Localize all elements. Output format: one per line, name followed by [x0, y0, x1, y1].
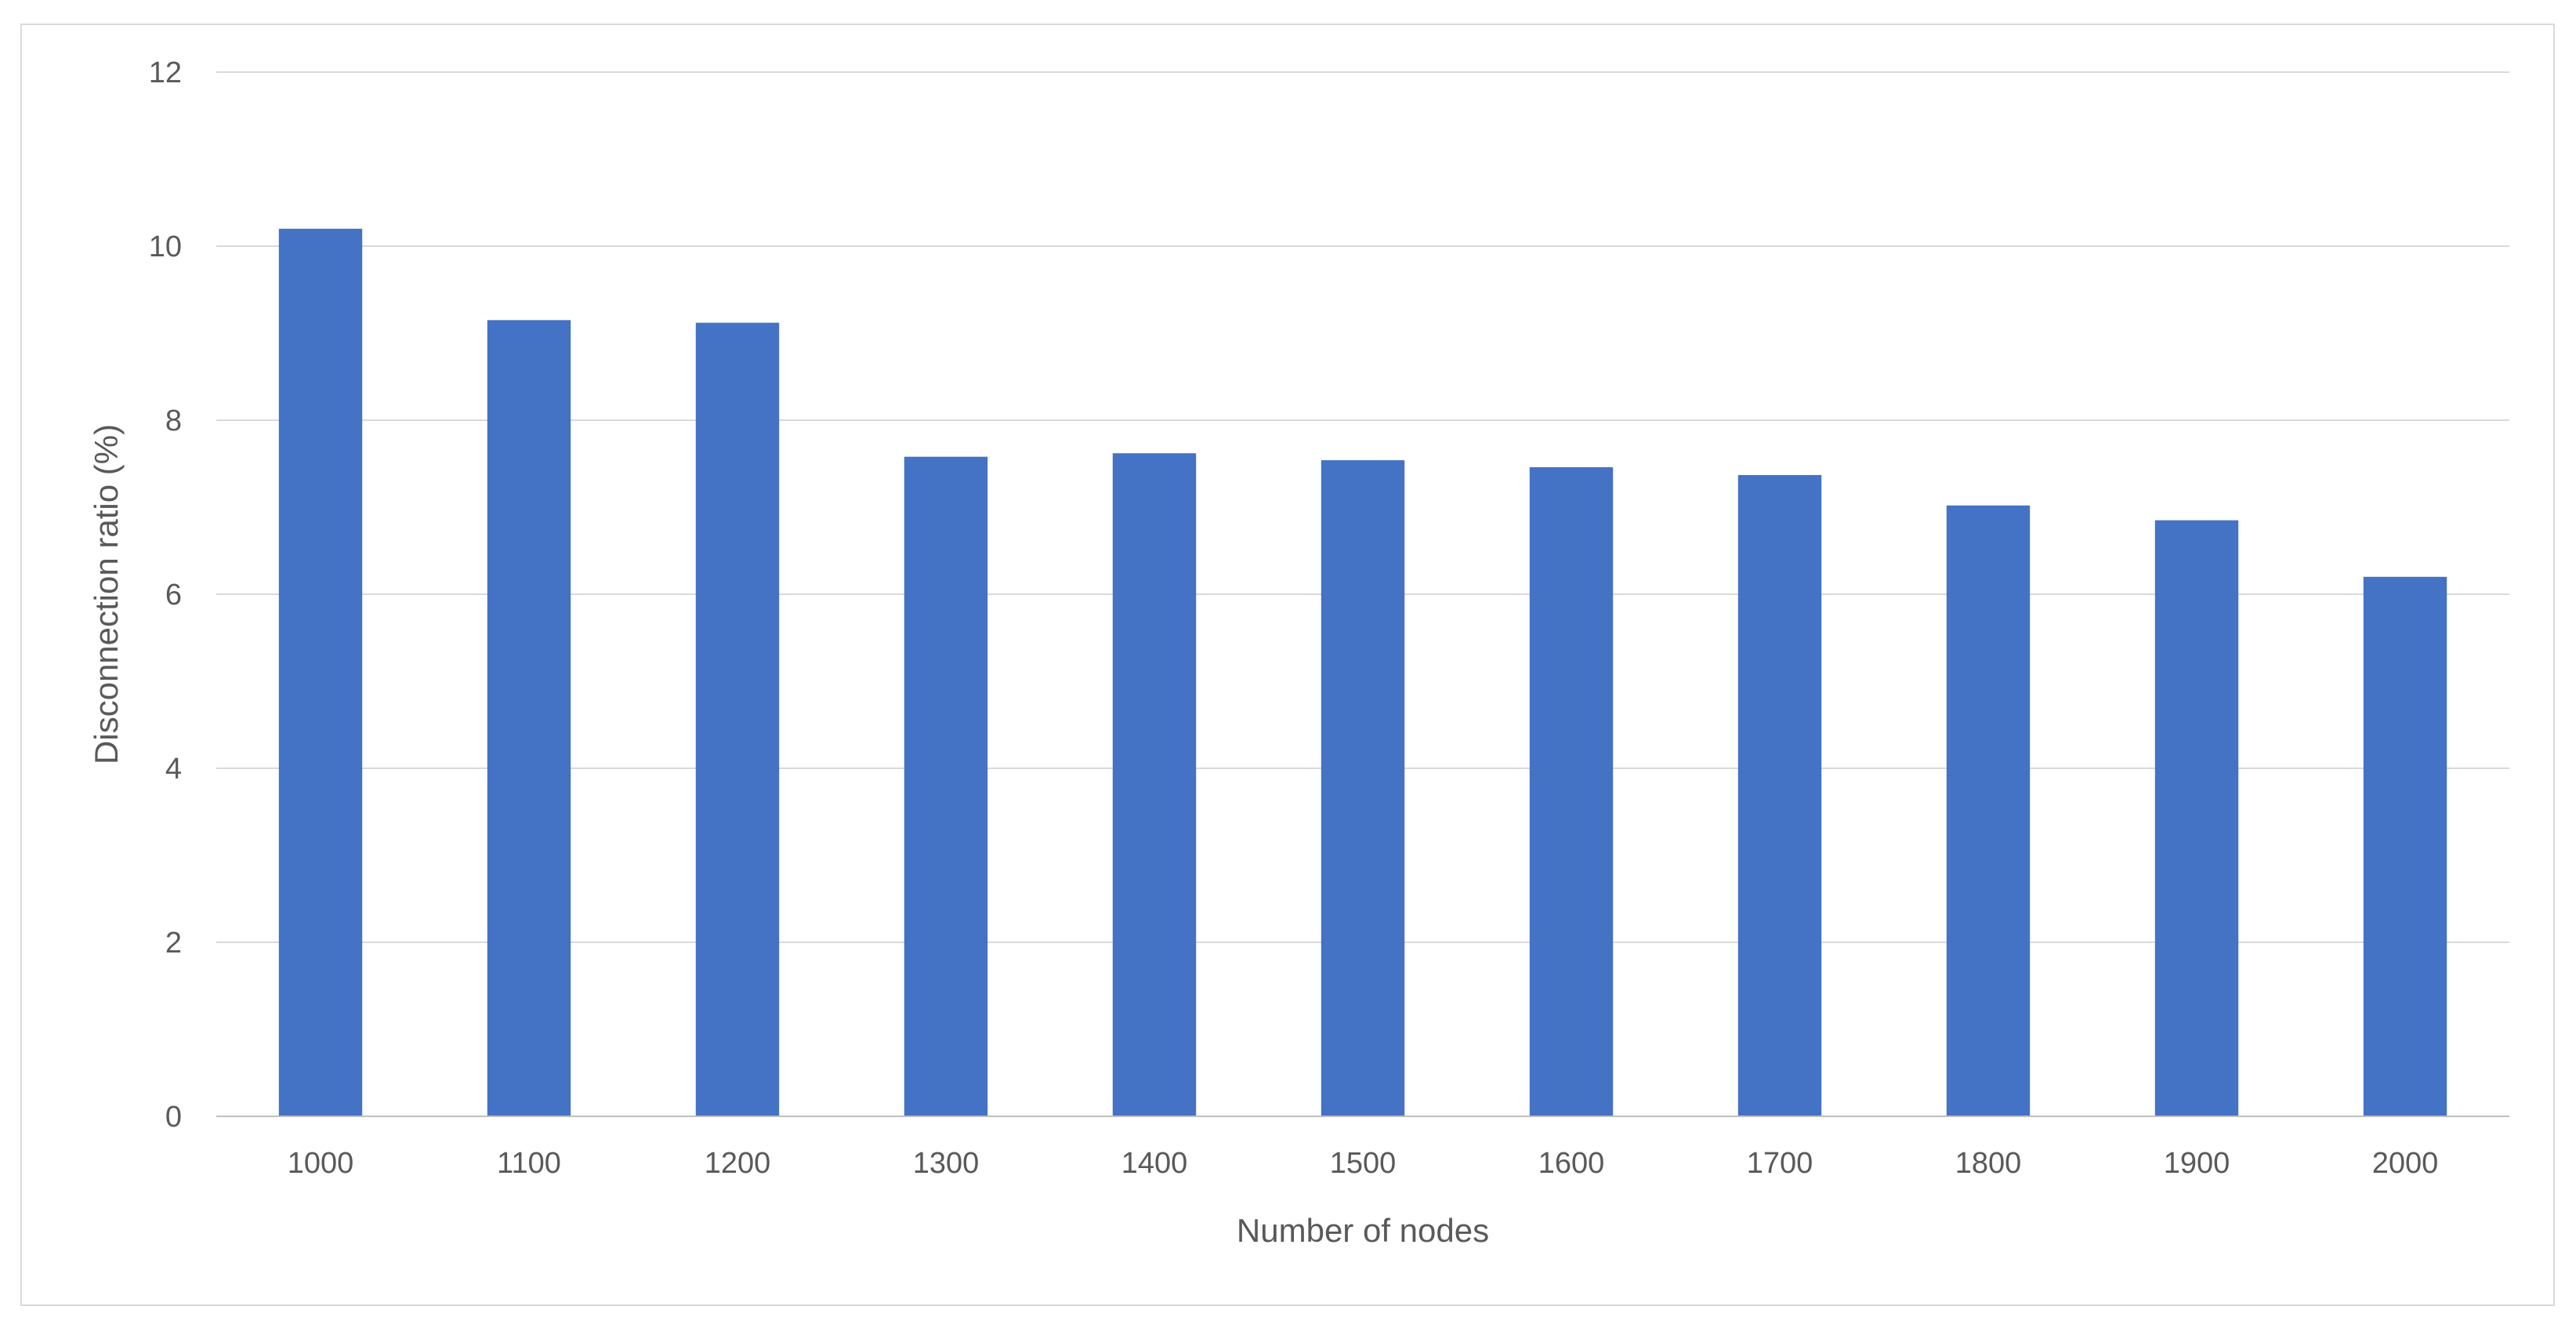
- x-tick-labels: 1000 1100 1200 1300 1400 1500 1600 1700 1800 1900…: [288, 1147, 2439, 1180]
- bar: [1112, 453, 1197, 1116]
- bar: [1529, 466, 1614, 1116]
- x-tick-label: 1900: [2164, 1147, 2230, 1180]
- gridlines: [216, 71, 2509, 943]
- y-tick-label: 0: [165, 1101, 182, 1134]
- chart-frame: [20, 24, 2555, 1306]
- x-axis-title: Number of nodes: [1237, 1212, 1489, 1249]
- bars: [278, 228, 2447, 1117]
- bar: [695, 322, 780, 1116]
- x-tick-label: 1700: [1747, 1147, 1813, 1180]
- y-tick-label: 12: [149, 56, 182, 89]
- y-tick-label: 6: [165, 579, 182, 611]
- bar: [1321, 460, 1405, 1116]
- x-tick-label: 1000: [288, 1147, 354, 1180]
- bar: [487, 320, 571, 1117]
- y-tick-label: 10: [149, 230, 182, 263]
- y-tick-labels: 0 2 4 6 8 10 12: [149, 56, 182, 1134]
- x-tick-label: 1400: [1121, 1147, 1188, 1180]
- x-tick-label: 1800: [1955, 1147, 2022, 1180]
- y-tick-label: 2: [165, 927, 182, 960]
- bar: [904, 456, 988, 1116]
- x-tick-label: 1300: [913, 1147, 980, 1180]
- x-tick-label: 1100: [497, 1147, 561, 1180]
- bar: [2154, 520, 2239, 1116]
- x-tick-label: 1600: [1538, 1147, 1605, 1180]
- x-tick-label: 2000: [2372, 1147, 2439, 1180]
- bar: [2363, 576, 2447, 1116]
- bar: [278, 228, 363, 1116]
- x-tick-label: 1200: [705, 1147, 771, 1180]
- y-tick-label: 8: [165, 405, 182, 437]
- bar: [1737, 474, 1822, 1116]
- x-tick-label: 1500: [1330, 1147, 1397, 1180]
- bar: [1946, 505, 2031, 1116]
- y-tick-label: 4: [165, 753, 182, 786]
- y-axis-title: Disconnection ratio (%): [88, 424, 125, 764]
